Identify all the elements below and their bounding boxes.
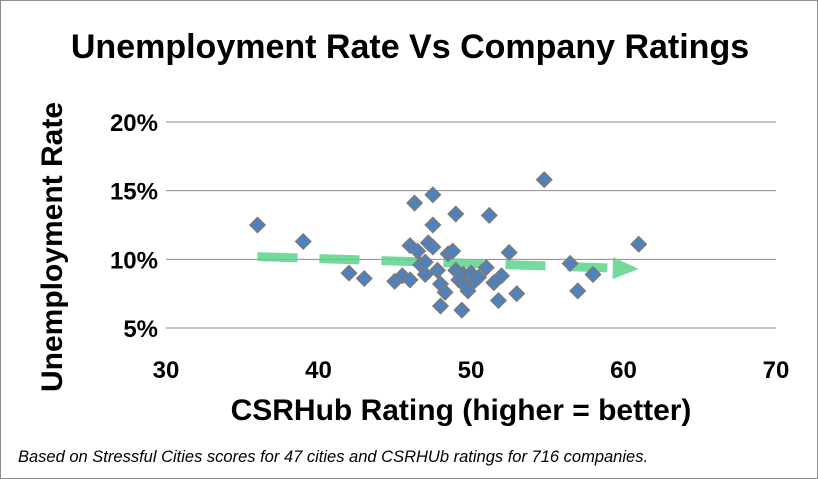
- data-point: [428, 261, 447, 279]
- x-tick-label: 70: [763, 357, 790, 384]
- data-point: [477, 259, 495, 277]
- data-point: [431, 297, 450, 315]
- data-point: [569, 282, 587, 300]
- data-point: [492, 267, 511, 285]
- data-point: [508, 285, 526, 303]
- data-point: [355, 269, 373, 288]
- x-tick-label: 60: [610, 357, 637, 384]
- y-tick-label: 5%: [123, 316, 158, 343]
- x-axis-ticks: 30 40 50 60 70: [153, 357, 790, 384]
- x-axis-title: CSRHub Rating (higher = better): [231, 394, 692, 427]
- y-axis-ticks: 5% 10% 15% 20%: [110, 110, 158, 343]
- y-tick-label: 20%: [110, 110, 158, 137]
- data-point: [406, 194, 424, 212]
- data-point: [453, 301, 471, 319]
- data-point: [444, 242, 462, 260]
- data-point: [416, 265, 434, 284]
- data-point: [630, 235, 648, 253]
- data-point: [470, 268, 488, 286]
- data-point: [424, 238, 442, 256]
- data-point: [500, 243, 518, 262]
- data-point: [489, 291, 508, 310]
- data-point: [416, 253, 434, 271]
- data-point: [584, 265, 602, 284]
- data-points: [248, 171, 648, 319]
- data-point: [535, 171, 553, 189]
- trendline-arrowhead: [612, 257, 639, 280]
- y-tick-label: 10%: [110, 247, 158, 274]
- data-point: [248, 216, 267, 234]
- data-point: [294, 232, 312, 251]
- data-point: [424, 216, 442, 234]
- data-point: [436, 283, 454, 301]
- x-tick-label: 50: [458, 357, 485, 384]
- data-point: [480, 206, 498, 224]
- chart-title: Unemployment Rate Vs Company Ratings: [70, 28, 750, 66]
- trendline: [257, 252, 639, 280]
- data-point: [424, 186, 442, 204]
- data-point: [340, 264, 358, 282]
- y-tick-label: 15%: [110, 179, 158, 206]
- y-axis-title: Unemployment Rate: [36, 102, 69, 392]
- footnote: Based on Stressful Cities scores for 47 …: [18, 448, 649, 466]
- data-point: [561, 254, 579, 273]
- x-tick-label: 30: [153, 357, 180, 384]
- data-point: [447, 205, 465, 223]
- gridlines: [166, 121, 776, 260]
- data-point: [409, 242, 427, 260]
- data-point: [401, 271, 419, 289]
- x-tick-label: 40: [305, 357, 332, 384]
